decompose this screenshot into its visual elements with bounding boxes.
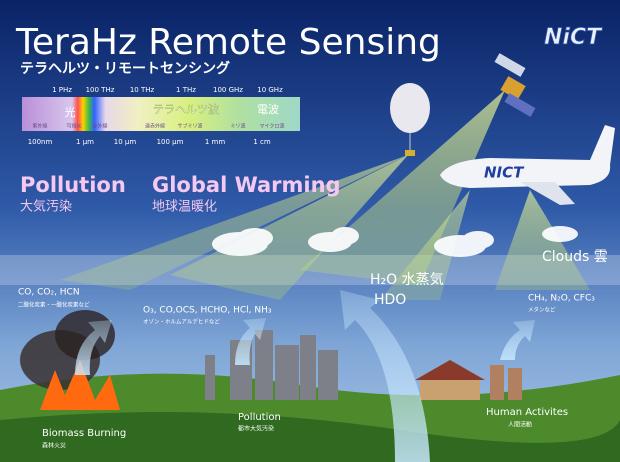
band-label: テラヘルツ波 — [153, 103, 219, 116]
frequency-label: 100 GHz — [213, 86, 243, 94]
wavelength-label: 1 cm — [253, 138, 271, 146]
wavelength-label: 1 μm — [76, 138, 94, 146]
wavelength-label: 100 μm — [157, 138, 184, 146]
molecule-formula: O₃, CO,OCS, HCHO, HCl, NH₃ — [143, 306, 272, 316]
poster: NICT TeraHz Remote Sensing テラヘルツ・リモートセンシ… — [0, 0, 620, 462]
molecule-note: オゾン・ホルムアルデヒドなど — [143, 318, 220, 326]
ground-label: Pollution — [238, 412, 281, 423]
sub-band-label: マイクロ波 — [260, 123, 285, 130]
molecule-formula: CH₄, N₂O, CFC₃ — [528, 294, 595, 304]
sub-band-label: 赤外線 — [92, 123, 107, 130]
clouds-label: Clouds 雲 — [542, 249, 608, 265]
frequency-label: 10 THz — [130, 86, 155, 94]
sub-band-label: 遠赤外線 — [145, 123, 165, 130]
ground-label-ja: 都市大気汚染 — [238, 425, 274, 433]
frequency-label: 100 THz — [86, 86, 115, 94]
sub-band-label: ミリ波 — [230, 123, 245, 130]
frequency-label: 1 PHz — [52, 86, 72, 94]
band-label: 電波 — [257, 103, 279, 116]
theme-label: Global Warming — [152, 173, 341, 197]
theme-label-ja: 大気汚染 — [20, 199, 72, 215]
molecule-formula: CO, CO₂, HCN — [18, 288, 80, 298]
molecule-note: 二酸化炭素・一酸化炭素など — [18, 301, 90, 309]
theme-label: Pollution — [20, 173, 126, 197]
frequency-label: 1 THz — [176, 86, 196, 94]
molecule-note: メタンなど — [528, 306, 556, 314]
theme-label-ja: 地球温暖化 — [152, 200, 217, 215]
molecule-formula: H₂O 水蒸気 — [370, 272, 444, 288]
molecule-formula: HDO — [374, 292, 406, 308]
band-label: 光 — [65, 105, 76, 119]
ground-label: Biomass Burning — [42, 428, 126, 439]
frequency-label: 10 GHz — [257, 86, 283, 94]
wavelength-label: 100nm — [28, 138, 53, 146]
ground-label: Human Activites — [486, 407, 568, 418]
subtitle: テラヘルツ・リモートセンシング — [20, 60, 230, 77]
ground-label-ja: 人間活動 — [508, 421, 532, 429]
sub-band-label: 可視光 — [66, 123, 81, 130]
wavelength-label: 1 mm — [205, 138, 225, 146]
aircraft-logo: NICT — [484, 164, 525, 182]
logo: NiCT — [544, 25, 603, 50]
wavelength-label: 10 μm — [114, 138, 137, 146]
ground-label-ja: 森林火災 — [42, 442, 66, 450]
sub-band-label: 紫外線 — [32, 123, 47, 130]
sub-band-label: サブミリ波 — [177, 123, 202, 130]
title: TeraHz Remote Sensing — [15, 22, 441, 63]
